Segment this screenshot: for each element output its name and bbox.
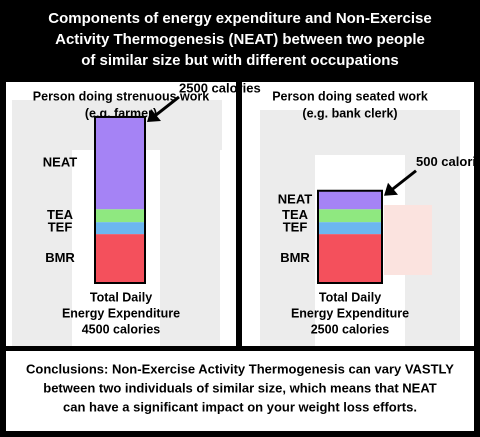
watermark-accent: [384, 205, 432, 275]
callout-label: 2500 calories: [179, 80, 261, 95]
segment-label: NEAT: [43, 155, 77, 170]
bar-outline: [317, 189, 383, 284]
total-line: Total Daily: [90, 290, 152, 304]
bar-segment: [318, 222, 382, 235]
segment-label: TEA: [47, 207, 74, 222]
total-line: Total Daily: [319, 290, 381, 304]
panel-heading: Person doing strenuous work: [33, 89, 209, 103]
title-line: Components of energy expenditure and Non…: [48, 10, 431, 27]
conclusion-panel: [6, 351, 474, 431]
title-line: of similar size but with different occup…: [81, 52, 399, 69]
bar-segment: [95, 222, 145, 235]
segment-label: TEF: [283, 220, 308, 235]
bar-segment: [318, 234, 382, 283]
bar-segment: [95, 209, 145, 223]
total-line: 4500 calories: [82, 322, 161, 336]
segment-label: TEA: [282, 207, 309, 222]
panel-heading: (e.g. bank clerk): [302, 106, 397, 120]
conclusion-line: Conclusions: Non-Exercise Activity Therm…: [26, 361, 454, 376]
bar-segment: [95, 234, 145, 283]
callout-arrowhead: [147, 108, 161, 122]
segment-label: BMR: [45, 250, 75, 265]
callout-label: 500 calories: [416, 154, 480, 169]
bar-segment: [318, 209, 382, 223]
panel-heading: Person doing seated work: [272, 89, 428, 103]
segment-label: NEAT: [278, 191, 312, 206]
segment-label: BMR: [280, 250, 310, 265]
bar-segment: [318, 190, 382, 210]
segment-label: TEF: [48, 220, 73, 235]
callout-arrowhead: [384, 182, 398, 196]
conclusion-line: between two individuals of similar size,…: [43, 380, 437, 395]
bar-outline: [94, 115, 146, 284]
conclusion-line: can have a significant impact on your we…: [63, 399, 417, 414]
watermark: [12, 100, 460, 346]
title-line: Activity Thermogenesis (NEAT) between tw…: [55, 31, 425, 48]
total-line: Energy Expenditure: [62, 306, 180, 320]
bar-segment: [95, 116, 145, 210]
total-line: Energy Expenditure: [291, 306, 409, 320]
total-line: 2500 calories: [311, 322, 390, 336]
